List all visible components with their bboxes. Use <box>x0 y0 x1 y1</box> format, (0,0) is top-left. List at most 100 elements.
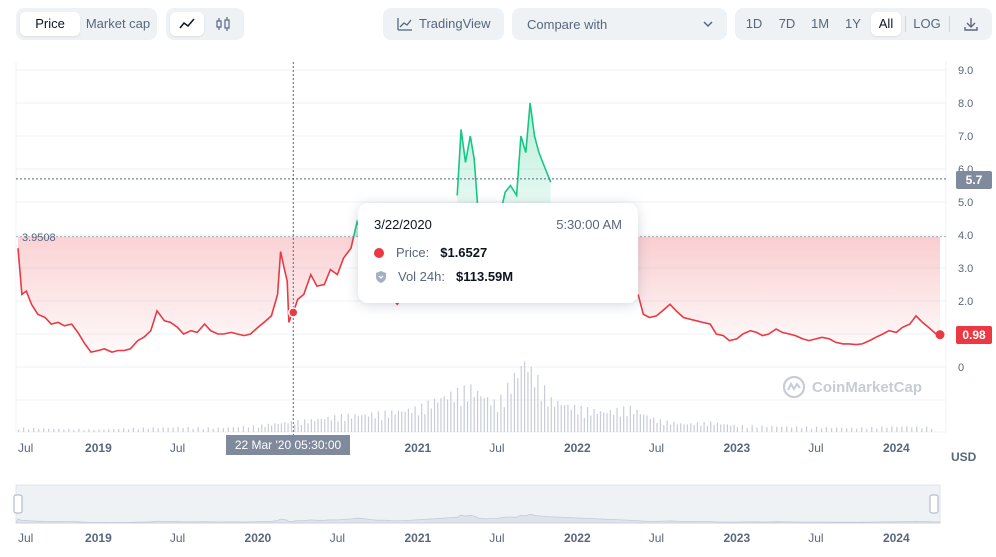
volume-bar <box>871 426 873 432</box>
volume-bar <box>846 428 848 432</box>
volume-bar <box>673 421 675 432</box>
volume-bar <box>524 361 526 432</box>
range-all[interactable]: All <box>871 12 901 36</box>
volume-bar <box>267 423 269 432</box>
navigator-tick-label: 2020 <box>245 531 272 545</box>
price-line-above <box>456 102 552 237</box>
volume-bar <box>921 428 923 432</box>
x-tick-label: Jul <box>808 441 823 455</box>
volume-bar <box>706 425 709 432</box>
volume-bar <box>861 427 863 432</box>
volume-bar <box>567 404 569 432</box>
volume-bar <box>357 416 359 432</box>
volume-bar <box>876 428 878 432</box>
tradingview-icon <box>397 18 412 31</box>
volume-bar <box>820 428 823 432</box>
volume-bar <box>720 424 722 432</box>
y-tick-label: 8.0 <box>958 98 973 110</box>
volume-bar <box>866 429 868 432</box>
tooltip-volume-label: Vol 24h: <box>398 269 445 284</box>
volume-bar <box>663 425 665 432</box>
market-cap-tab[interactable]: Market cap <box>85 16 151 31</box>
volume-bar <box>453 402 455 432</box>
metric-toggle: Price Market cap <box>16 8 157 40</box>
volume-bar <box>836 427 838 432</box>
volume-bar <box>613 414 615 432</box>
range-navigator: Jul 2019 Jul 2020 Jul 2021 Jul 2022 Jul 2023 Jul 20… <box>13 484 941 545</box>
compare-label: Compare with <box>527 17 608 32</box>
volume-bar <box>261 424 263 432</box>
volume-bar <box>756 427 758 432</box>
max-price-label: 3.9508 <box>22 232 56 244</box>
volume-bar <box>387 417 390 432</box>
volume-bar <box>713 424 715 432</box>
navigator-tick-label: Jul <box>808 531 823 545</box>
crosshair-date-tag: 22 Mar '20 05:30:00 <box>226 435 350 455</box>
volume-bar <box>280 423 283 432</box>
volume-bar <box>596 413 598 432</box>
volume-bar <box>733 424 735 432</box>
volume-bar <box>287 423 289 432</box>
volume-bar <box>931 429 933 432</box>
log-toggle[interactable]: LOG <box>913 16 941 31</box>
price-area-below <box>638 236 940 345</box>
volume-bar <box>547 406 549 432</box>
volume-bar <box>470 384 472 432</box>
y-tick-label: 7.0 <box>958 131 973 143</box>
x-tick-label: 2022 <box>564 441 591 455</box>
volume-bar <box>103 429 105 432</box>
volume-bar <box>480 396 482 432</box>
volume-bar <box>202 429 204 432</box>
volume-bar <box>252 425 255 432</box>
volume-bar <box>666 420 668 432</box>
volume-bar <box>187 427 189 432</box>
volume-bar <box>825 427 828 432</box>
volume-bar <box>132 427 135 432</box>
volume-bar <box>560 405 562 432</box>
volume-bar <box>446 399 449 432</box>
volume-bar <box>636 410 638 432</box>
volume-bar <box>583 417 585 432</box>
volume-bar <box>603 412 605 432</box>
volume-bar <box>197 427 199 432</box>
range-1y[interactable]: 1Y <box>845 16 861 31</box>
volume-bar <box>242 426 245 432</box>
volume-bar <box>590 415 592 432</box>
y-tick-label: 5.0 <box>958 197 973 209</box>
volume-bar <box>510 393 512 432</box>
volume-bar <box>182 428 184 432</box>
navigator-handle-right[interactable] <box>929 494 939 514</box>
volume-bar <box>800 428 803 432</box>
volume-bar <box>490 405 492 432</box>
volume-bar <box>43 428 45 432</box>
volume-bar <box>599 411 602 432</box>
navigator-handle-left[interactable] <box>13 494 23 514</box>
compare-dropdown[interactable]: Compare with <box>512 8 727 40</box>
price-tab[interactable]: Price <box>20 12 80 36</box>
volume-bar <box>573 405 576 432</box>
range-1m[interactable]: 1M <box>810 16 830 31</box>
y-tick-label: 4.0 <box>958 230 973 242</box>
current-price-tag: 0.98 <box>956 326 992 344</box>
x-tick-label: Jul <box>649 441 664 455</box>
volume-bar <box>741 425 743 432</box>
volume-bar <box>493 399 495 432</box>
tooltip-price-row: Price: $1.6527 <box>374 245 487 260</box>
candlestick-icon[interactable] <box>206 12 240 36</box>
volume-bar <box>404 411 406 432</box>
volume-bar <box>290 420 292 432</box>
volume-bar <box>314 421 316 432</box>
navigator-tick-label: Jul <box>489 531 504 545</box>
line-chart-icon[interactable] <box>170 12 204 36</box>
volume-bar <box>830 428 833 432</box>
download-button[interactable] <box>955 12 987 36</box>
crosshair <box>16 62 946 435</box>
range-7d[interactable]: 7D <box>778 16 796 31</box>
range-1d[interactable]: 1D <box>745 16 763 31</box>
volume-bar <box>486 397 489 432</box>
tradingview-button[interactable]: TradingView <box>383 8 504 40</box>
volume-bar <box>371 412 373 432</box>
volume-bar <box>643 414 645 432</box>
range-divider <box>905 16 906 32</box>
volume-bar <box>350 418 353 432</box>
